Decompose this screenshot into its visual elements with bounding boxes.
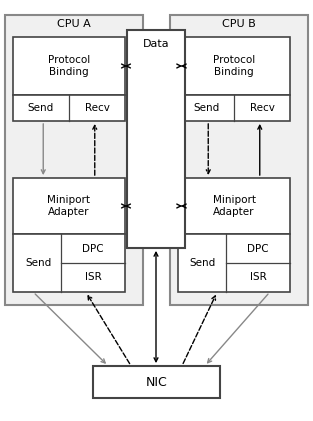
Text: CPU B: CPU B <box>222 19 256 29</box>
Bar <box>13 37 125 95</box>
Text: Send: Send <box>193 103 219 113</box>
Text: NIC: NIC <box>146 376 167 389</box>
Text: DPC: DPC <box>247 243 269 253</box>
Text: Send: Send <box>28 103 54 113</box>
Text: ISR: ISR <box>85 272 101 282</box>
Text: Data: Data <box>143 39 169 49</box>
Text: Protocol
Binding: Protocol Binding <box>213 55 255 77</box>
Bar <box>5 15 143 305</box>
Text: Recv: Recv <box>249 103 275 113</box>
Text: DPC: DPC <box>82 243 104 253</box>
Bar <box>178 95 290 121</box>
Text: ISR: ISR <box>250 272 266 282</box>
Text: Protocol
Binding: Protocol Binding <box>48 55 90 77</box>
Text: Miniport
Adapter: Miniport Adapter <box>213 195 255 217</box>
Bar <box>13 95 125 121</box>
Text: Send: Send <box>25 258 51 268</box>
Bar <box>178 178 290 234</box>
Text: Recv: Recv <box>85 103 110 113</box>
Bar <box>178 234 290 292</box>
Text: CPU A: CPU A <box>57 19 91 29</box>
Bar <box>178 37 290 95</box>
Bar <box>13 178 125 234</box>
Bar <box>93 366 220 398</box>
Bar <box>170 15 308 305</box>
Text: Send: Send <box>189 258 215 268</box>
Text: Miniport
Adapter: Miniport Adapter <box>48 195 90 217</box>
Bar <box>127 30 185 248</box>
Bar <box>13 234 125 292</box>
